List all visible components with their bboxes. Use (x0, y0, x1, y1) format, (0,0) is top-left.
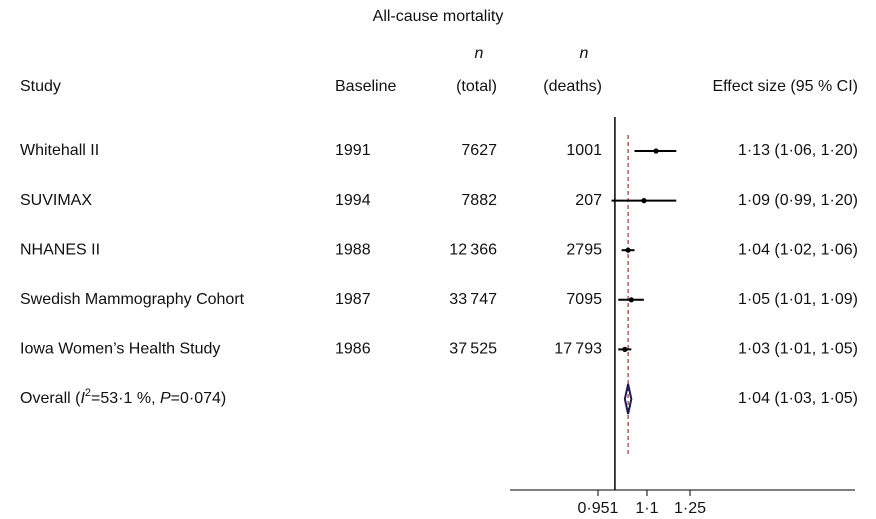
study-name: NHANES II (20, 241, 100, 258)
baseline: 1988 (335, 241, 371, 258)
study-name: Swedish Mammography Cohort (20, 291, 245, 308)
deaths: 17 793 (554, 341, 602, 358)
column-header-top: n (580, 45, 589, 62)
overall-label-part: =53·1 %, (91, 390, 160, 407)
point-estimate (625, 247, 631, 253)
baseline: 1987 (335, 291, 371, 308)
total: 37 525 (449, 341, 497, 358)
total: 33 747 (449, 291, 497, 308)
overall-label-part: 2 (85, 387, 91, 399)
deaths: 1001 (566, 142, 602, 159)
baseline: 1991 (335, 142, 371, 159)
study-name: Whitehall II (20, 142, 99, 159)
point-estimate (622, 346, 628, 352)
overall-label-part: P (160, 390, 171, 407)
total: 7882 (461, 192, 497, 209)
study-name: SUVIMAX (20, 192, 92, 209)
effect-label: 1·04 (1·02, 1·06) (738, 241, 858, 258)
deaths: 207 (575, 192, 602, 209)
column-header: Baseline (335, 78, 396, 95)
effect-label: 1·05 (1·01, 1·09) (738, 291, 858, 308)
x-tick-label: 0·951 (578, 500, 619, 517)
point-estimate (641, 198, 647, 204)
total: 12 366 (449, 241, 497, 258)
study-name: Iowa Women’s Health Study (20, 341, 220, 358)
baseline: 1986 (335, 341, 371, 358)
effect-label: 1·09 (0·99, 1·20) (738, 192, 858, 209)
column-header: Study (20, 78, 61, 95)
overall-label-part: =0·074) (171, 390, 227, 407)
column-header: (deaths) (543, 78, 602, 95)
overall-effect-label: 1·04 (1·03, 1·05) (738, 390, 858, 407)
overall-diamond (623, 383, 633, 415)
overall-label-part: I (80, 390, 85, 407)
deaths: 2795 (566, 241, 602, 258)
deaths: 7095 (566, 291, 602, 308)
column-header: (total) (456, 78, 497, 95)
overall-label-part: Overall ( (20, 390, 81, 407)
effect-label: 1·13 (1·06, 1·20) (738, 142, 858, 159)
x-tick-label: 1·1 (635, 500, 658, 517)
point-estimate (628, 297, 634, 303)
chart-title: All-cause mortality (373, 8, 504, 25)
effect-label: 1·03 (1·01, 1·05) (738, 341, 858, 358)
total: 7627 (461, 142, 497, 159)
column-header: Effect size (95 % CI) (712, 78, 858, 95)
overall-label: Overall (I2=53·1 %, P=0·074) (20, 387, 226, 407)
column-header-top: n (475, 45, 484, 62)
baseline: 1994 (335, 192, 371, 209)
point-estimate (653, 148, 659, 154)
x-tick-label: 1·25 (674, 500, 706, 517)
